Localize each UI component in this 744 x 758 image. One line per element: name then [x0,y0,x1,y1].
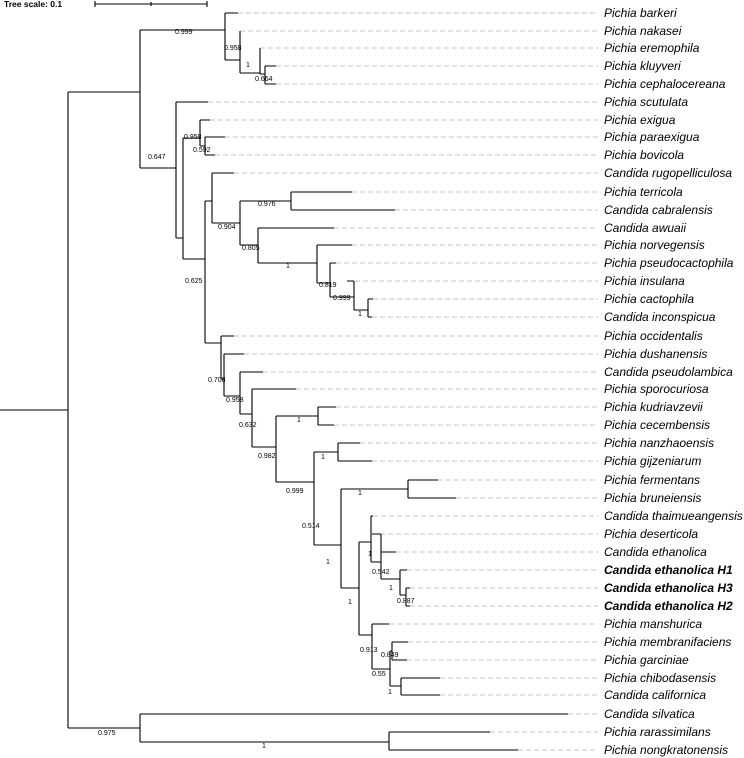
taxon-label: Pichia sporocuriosa [604,382,709,396]
support-value: 0.958 [226,397,244,404]
taxon-label-highlighted: Candida ethanolica H2 [604,599,733,613]
tree-scale-label: Tree scale: 0.1 [4,0,62,9]
support-value: 1 [368,551,372,558]
support-value: 1 [297,417,301,424]
support-value: 1 [321,454,325,461]
taxon-label: Pichia kudriavzevii [604,400,703,414]
support-value: 0.999 [175,29,193,36]
taxon-label: Pichia eremophila [604,41,700,55]
taxon-label: Pichia rarassimilans [604,725,711,739]
taxon-label: Pichia membranifaciens [604,635,731,649]
tree-scale: Tree scale: 0.1 [4,0,208,9]
support-value: 1 [262,743,266,750]
taxon-label: Pichia nanzhaoensis [604,436,714,450]
taxon-label: Candida silvatica [604,707,695,721]
support-value: 0.976 [258,201,276,208]
taxon-label: Pichia bruneiensis [604,491,701,505]
taxon-label-highlighted: Candida ethanolica H1 [604,563,733,577]
taxon-label: Pichia deserticola [604,527,698,541]
taxon-label: Pichia scutulata [604,95,688,109]
taxon-label: Candida cabralensis [604,203,713,217]
taxon-label: Pichia insulana [604,274,685,288]
taxon-label: Pichia cactophila [604,292,694,306]
support-value: 0.999 [333,295,351,302]
support-value: 0.542 [372,569,390,576]
support-value: 0.887 [397,598,415,605]
taxon-label: Pichia paraexigua [604,130,700,144]
taxon-label: Candida awuaii [604,221,686,235]
support-value: 0.632 [239,422,257,429]
taxon-labels: Pichia barkeri Pichia nakasei Pichia ere… [604,6,743,757]
taxon-label: Pichia pseudocactophila [604,256,734,270]
taxon-label: Pichia barkeri [604,6,677,20]
support-value: 0.708 [208,377,226,384]
taxon-label-highlighted: Candida ethanolica H3 [604,581,733,595]
support-value: 0.664 [255,76,273,83]
support-value: 0.625 [185,278,203,285]
support-value: 1 [358,311,362,318]
tip-guides [208,12,598,751]
taxon-label: Candida californica [604,688,706,702]
support-value: 0.982 [258,453,276,460]
taxon-label: Pichia terricola [604,185,683,199]
support-values: 0.999 0.958 1 0.664 0.647 0.958 0.592 0.… [98,29,415,750]
taxon-label: Pichia exigua [604,113,676,127]
taxon-label: Pichia norvegensis [604,238,705,252]
support-value: 1 [358,490,362,497]
taxon-label: Pichia nakasei [604,24,682,38]
taxon-label: Pichia bovicola [604,148,684,162]
taxon-label: Pichia garciniae [604,653,689,667]
taxon-label: Candida rugopelliculosa [604,166,732,180]
tree-branches [0,12,568,751]
taxon-label: Pichia dushanensis [604,347,707,361]
support-value: 0.849 [381,652,399,659]
taxon-label: Pichia cecembensis [604,418,710,432]
taxon-label: Candida thaimueangensis [604,509,743,523]
support-value: 1 [389,585,393,592]
support-value: 1 [246,62,250,69]
taxon-label: Pichia occidentalis [604,329,703,343]
support-value: 0.55 [372,671,386,678]
support-value: 0.904 [218,224,236,231]
support-value: 0.999 [286,488,304,495]
taxon-label: Pichia kluyveri [604,59,681,73]
support-value: 0.592 [193,147,211,154]
support-value: 1 [326,559,330,566]
taxon-label: Pichia fermentans [604,473,700,487]
support-value: 1 [286,263,290,270]
taxon-label: Pichia nongkratonensis [604,743,728,757]
support-value: 0.913 [360,647,378,654]
taxon-label: Candida ethanolica [604,545,707,559]
support-value: 0.805 [242,245,260,252]
support-value: 1 [388,689,392,696]
support-value: 1 [348,599,352,606]
taxon-label: Pichia manshurica [604,617,702,631]
taxon-label: Pichia gijzeniarum [604,454,701,468]
support-value: 0.975 [98,730,116,737]
support-value: 0.819 [319,282,337,289]
taxon-label: Pichia chibodasensis [604,671,716,685]
taxon-label: Candida inconspicua [604,310,716,324]
support-value: 0.514 [302,523,320,530]
support-value: 0.958 [184,134,202,141]
taxon-label: Candida pseudolambica [604,365,733,379]
support-value: 0.958 [224,45,242,52]
taxon-label: Pichia cephalocereana [604,77,726,91]
support-value: 0.647 [148,154,166,161]
